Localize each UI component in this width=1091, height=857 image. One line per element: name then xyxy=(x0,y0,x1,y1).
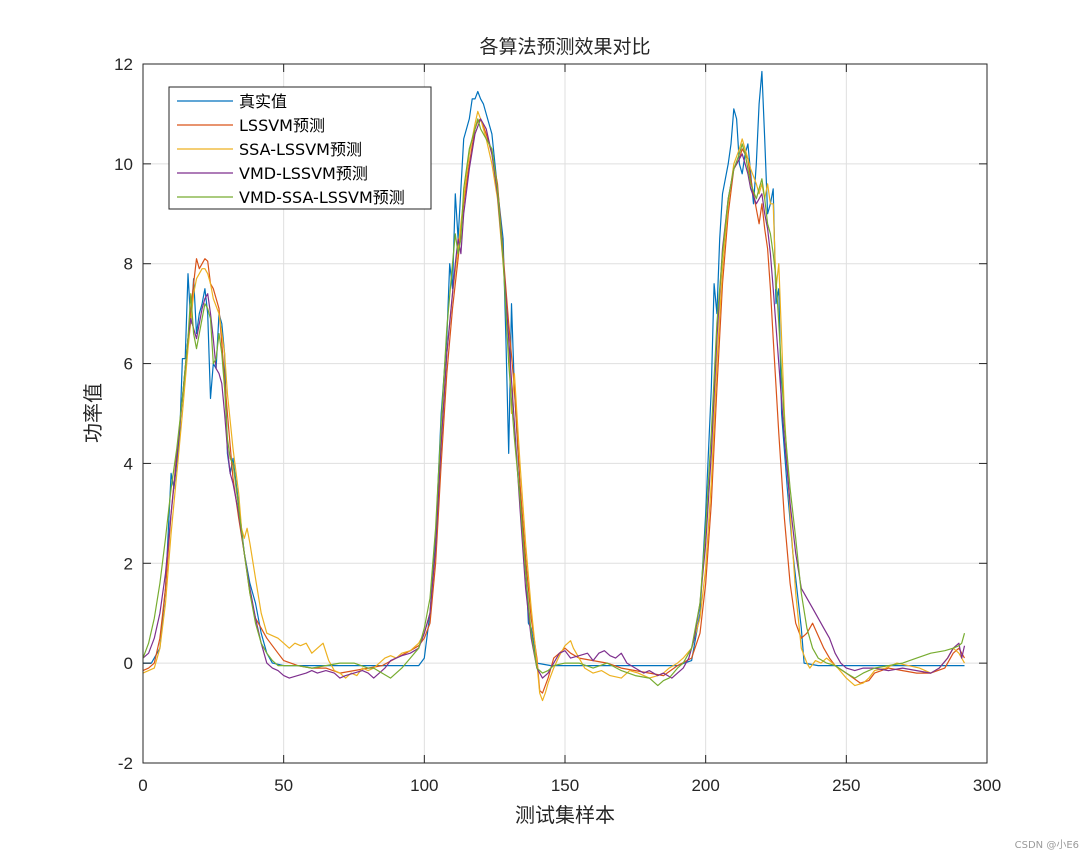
watermark: CSDN @小E6 xyxy=(1014,840,1079,851)
y-axis-label: 功率值 xyxy=(81,383,105,443)
legend-entry-2: LSSVM预测 xyxy=(239,116,325,135)
y-tick-label: 0 xyxy=(124,654,133,673)
x-tick-label: 150 xyxy=(551,776,579,795)
axis-ticks: 0 50 100 150 200 250 300 -2 0 2 4 6 8 10 12 xyxy=(114,55,1001,795)
x-tick-label: 300 xyxy=(973,776,1001,795)
x-tick-label: 0 xyxy=(138,776,147,795)
legend-entry-4: VMD-LSSVM预测 xyxy=(239,164,368,183)
y-tick-label: -2 xyxy=(118,754,133,773)
series-line-2 xyxy=(142,118,966,694)
y-tick-label: 6 xyxy=(124,355,133,374)
x-axis-label: 测试集样本 xyxy=(515,803,615,827)
x-tick-label: 200 xyxy=(691,776,719,795)
y-tick-label: 8 xyxy=(124,255,133,274)
chart-title: 各算法预测效果对比 xyxy=(479,36,650,58)
series-lines xyxy=(142,70,966,702)
series-line-4 xyxy=(142,118,966,679)
legend-entry-5: VMD-SSA-LSSVM预测 xyxy=(239,188,405,207)
legend-box xyxy=(168,86,432,210)
x-tick-label: 50 xyxy=(274,776,293,795)
y-tick-label: 2 xyxy=(124,554,133,573)
y-tick-label: 12 xyxy=(114,55,133,74)
series-line-5 xyxy=(142,118,966,687)
legend: 真实值 LSSVM预测 SSA-LSSVM预测 VMD-LSSVM预测 VMD-SSA-… xyxy=(168,86,432,210)
y-tick-label: 10 xyxy=(114,155,133,174)
legend-entry-1: 真实值 xyxy=(239,92,287,111)
y-tick-label: 4 xyxy=(124,454,133,473)
x-tick-label: 250 xyxy=(832,776,860,795)
legend-entry-3: SSA-LSSVM预测 xyxy=(239,140,362,159)
x-tick-label: 100 xyxy=(410,776,438,795)
